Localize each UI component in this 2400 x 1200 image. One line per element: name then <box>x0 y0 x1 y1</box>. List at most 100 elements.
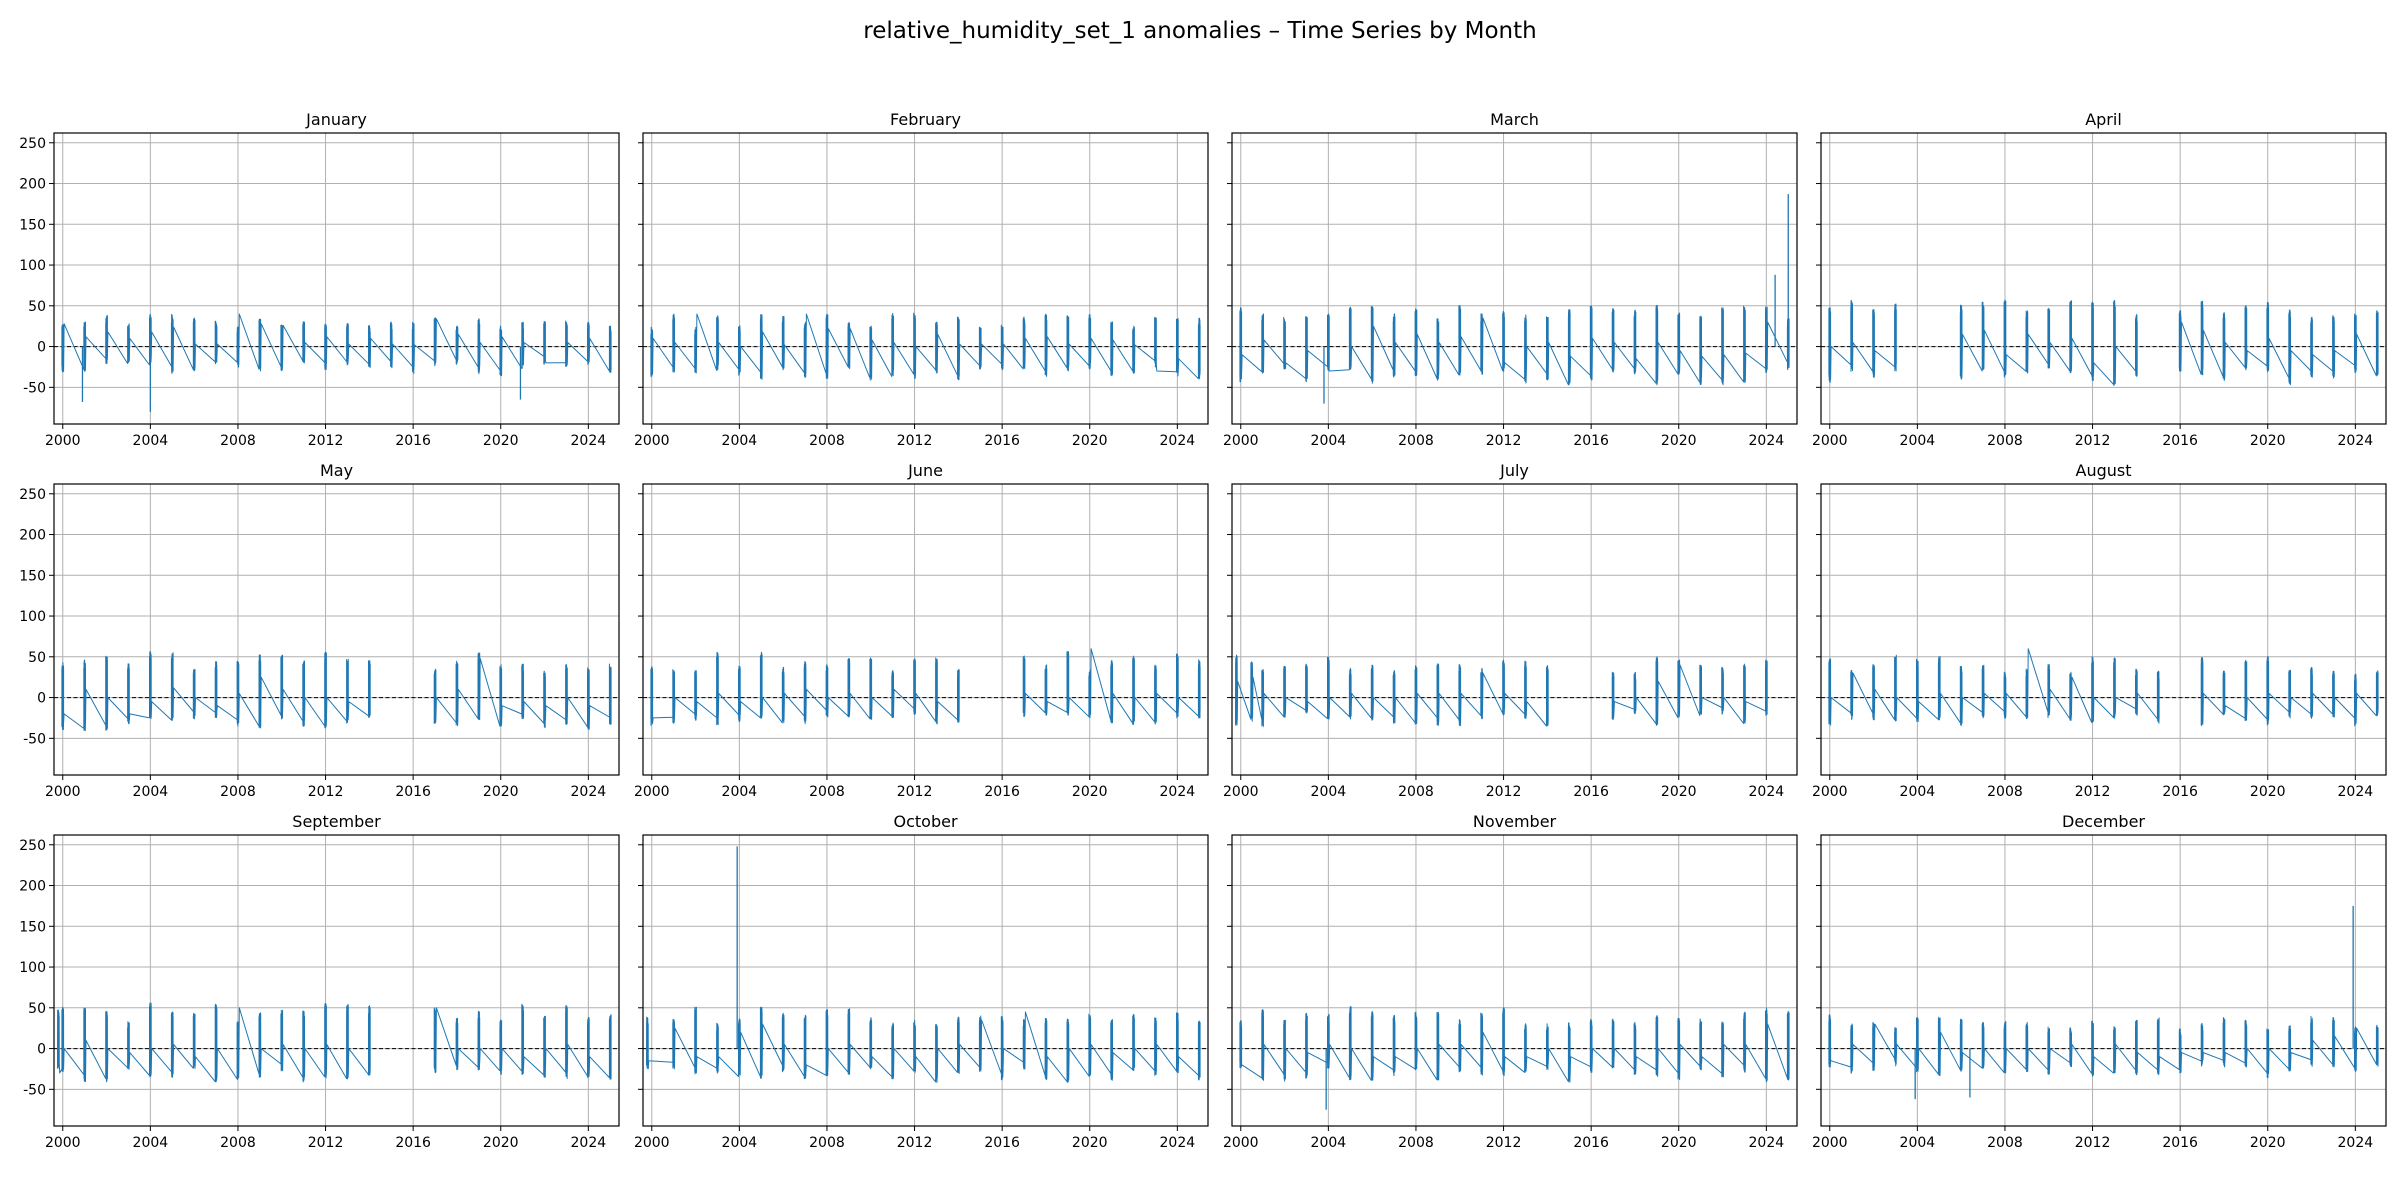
x-tick-label: 2000 <box>1223 1135 1259 1151</box>
axes-frame <box>53 483 620 776</box>
y-tick-label: 200 <box>19 177 46 193</box>
x-tick-label: 2016 <box>2162 784 2198 800</box>
x-tick-label: 2008 <box>1987 433 2023 449</box>
x-tick-label: 2020 <box>2250 1135 2286 1151</box>
axes-frame <box>1231 483 1798 776</box>
x-tick-label: 2016 <box>1573 1135 1609 1151</box>
x-tick-label: 2020 <box>1661 784 1697 800</box>
series-line <box>1235 654 1768 727</box>
panel-july: 2000 2004 2008 2012 2016 2020 2024 July <box>1223 461 1798 800</box>
x-tick-label: 2004 <box>1311 1135 1347 1151</box>
panel-january: 2000 2004 2008 2012 2016 2020 2024 -50 0 50 100 150… <box>19 110 620 449</box>
x-tick-label: 2020 <box>1661 433 1697 449</box>
x-tick-label: 2016 <box>395 433 431 449</box>
axes-frame <box>1820 132 2387 425</box>
x-tick-label: 2000 <box>1223 433 1259 449</box>
x-tick-label: 2012 <box>2075 784 2111 800</box>
x-tick-label: 2012 <box>1486 784 1522 800</box>
series-line <box>650 648 1201 726</box>
panel-title: November <box>1473 812 1557 831</box>
x-tick-label: 2020 <box>483 1135 519 1151</box>
x-tick-label: 2008 <box>1398 433 1434 449</box>
panel-title: December <box>2062 812 2145 831</box>
y-tick-label: 50 <box>28 299 46 315</box>
x-tick-label: 2016 <box>984 784 1020 800</box>
x-tick-label: 2024 <box>1749 784 1785 800</box>
y-tick-label: 150 <box>19 919 46 935</box>
panel-april: 2000 2004 2008 2012 2016 2020 2024 April <box>1812 110 2387 449</box>
figure-title: relative_humidity_set_1 anomalies – Time… <box>863 18 1537 44</box>
x-tick-label: 2000 <box>634 433 670 449</box>
x-tick-label: 2012 <box>2075 1135 2111 1151</box>
x-tick-label: 2012 <box>1486 433 1522 449</box>
x-tick-label: 2012 <box>897 784 933 800</box>
x-tick-label: 2008 <box>1398 784 1434 800</box>
series-line <box>650 312 1201 381</box>
x-tick-label: 2004 <box>133 1135 169 1151</box>
x-tick-label: 2000 <box>1812 784 1848 800</box>
panel-february: 2000 2004 2008 2012 2016 2020 2024 February <box>634 110 1209 449</box>
x-tick-label: 2024 <box>2338 1135 2374 1151</box>
x-tick-label: 2000 <box>1223 784 1259 800</box>
x-tick-label: 2000 <box>45 1135 81 1151</box>
x-tick-label: 2020 <box>1072 784 1108 800</box>
y-tick-label: 100 <box>19 609 46 625</box>
y-tick-label: 50 <box>28 650 46 666</box>
series-line <box>61 313 612 377</box>
x-tick-label: 2024 <box>2338 433 2374 449</box>
series-line <box>61 651 612 732</box>
x-tick-label: 2004 <box>1900 433 1936 449</box>
x-tick-label: 2000 <box>1812 1135 1848 1151</box>
panel-title: May <box>320 461 353 480</box>
x-tick-label: 2008 <box>1398 1135 1434 1151</box>
x-tick-label: 2008 <box>220 1135 256 1151</box>
panel-march: 2000 2004 2008 2012 2016 2020 2024 March <box>1223 110 1798 449</box>
x-tick-label: 2020 <box>2250 784 2286 800</box>
x-tick-label: 2012 <box>1486 1135 1522 1151</box>
x-tick-label: 2016 <box>395 784 431 800</box>
x-tick-label: 2020 <box>1072 433 1108 449</box>
y-tick-label: -50 <box>23 1082 46 1098</box>
y-tick-label: 150 <box>19 217 46 233</box>
series-line <box>57 1002 612 1083</box>
x-tick-label: 2020 <box>1661 1135 1697 1151</box>
axes-frame <box>1231 834 1798 1127</box>
x-tick-label: 2012 <box>897 433 933 449</box>
x-tick-label: 2008 <box>1987 1135 2023 1151</box>
x-tick-label: 2000 <box>1812 433 1848 449</box>
x-tick-label: 2008 <box>809 784 845 800</box>
x-tick-label: 2004 <box>133 433 169 449</box>
x-tick-label: 2024 <box>2338 784 2374 800</box>
x-tick-label: 2004 <box>1900 784 1936 800</box>
y-tick-label: 250 <box>19 136 46 152</box>
panel-title: June <box>907 461 943 480</box>
series-line <box>1828 1014 2379 1079</box>
x-tick-label: 2024 <box>1160 784 1196 800</box>
x-tick-label: 2024 <box>571 1135 607 1151</box>
series-line <box>1828 299 2379 386</box>
y-tick-label: 0 <box>37 691 46 707</box>
panel-august: 2000 2004 2008 2012 2016 2020 2024 August <box>1812 461 2387 800</box>
x-tick-label: 2016 <box>395 1135 431 1151</box>
x-tick-label: 2020 <box>1072 1135 1108 1151</box>
y-tick-label: 200 <box>19 879 46 895</box>
panel-may: 2000 2004 2008 2012 2016 2020 2024 -50 0 50 100 150… <box>19 461 620 800</box>
y-tick-label: 250 <box>19 838 46 854</box>
x-tick-label: 2004 <box>133 784 169 800</box>
y-tick-label: 150 <box>19 568 46 584</box>
axes-frame <box>642 483 1209 776</box>
x-tick-label: 2004 <box>1311 784 1347 800</box>
x-tick-label: 2000 <box>634 1135 670 1151</box>
y-tick-label: 200 <box>19 528 46 544</box>
x-tick-label: 2024 <box>1160 1135 1196 1151</box>
panel-title: September <box>292 812 381 831</box>
x-tick-label: 2016 <box>984 433 1020 449</box>
x-tick-label: 2020 <box>483 784 519 800</box>
axes-frame <box>53 834 620 1127</box>
panel-title: October <box>893 812 957 831</box>
x-tick-label: 2016 <box>1573 784 1609 800</box>
y-tick-label: 100 <box>19 258 46 274</box>
x-tick-label: 2004 <box>722 1135 758 1151</box>
y-tick-label: -50 <box>23 731 46 747</box>
x-tick-label: 2024 <box>1160 433 1196 449</box>
